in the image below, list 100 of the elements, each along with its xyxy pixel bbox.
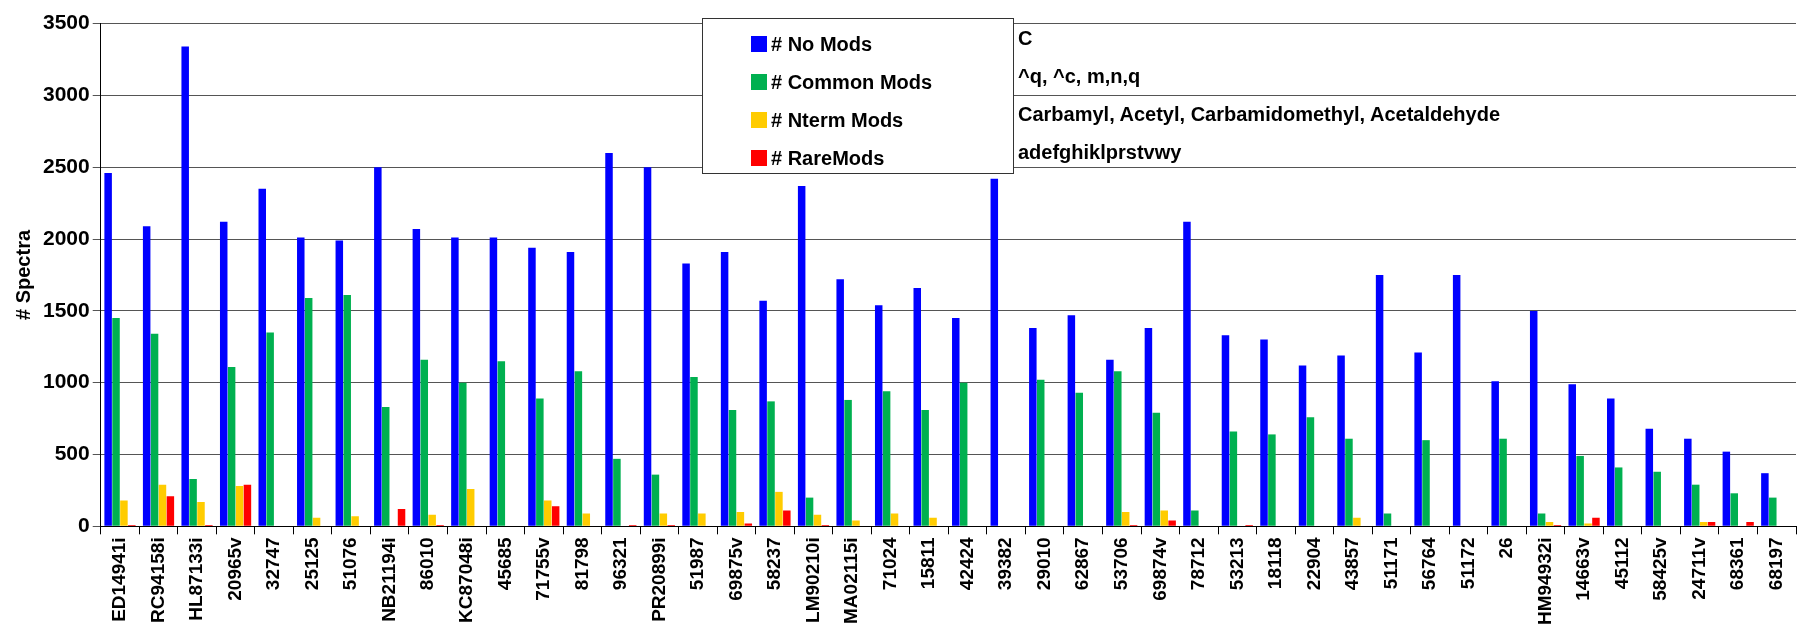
annotation: Carbamyl, Acetyl, Carbamidomethyl, Acetaldehyde xyxy=(1018,102,1501,127)
bar xyxy=(797,185,806,526)
annotation: C xyxy=(1018,26,1034,51)
bar xyxy=(1545,522,1554,526)
bar xyxy=(805,497,814,526)
x-tick-label: 62867 xyxy=(1071,537,1093,591)
bar xyxy=(852,520,860,526)
bar xyxy=(158,484,167,526)
bar xyxy=(1584,523,1592,526)
x-tick-label: RC94158i xyxy=(146,537,168,623)
bar xyxy=(312,517,321,526)
bar xyxy=(1607,398,1615,526)
x-tick-label: 26 xyxy=(1495,537,1517,559)
bar xyxy=(643,167,652,526)
bar xyxy=(744,523,753,526)
bar xyxy=(651,474,660,526)
y-tick-label: 1000 xyxy=(43,369,90,393)
x-tick-label: 53213 xyxy=(1225,537,1247,591)
bar xyxy=(1306,417,1315,526)
bar xyxy=(959,382,968,526)
bar xyxy=(952,318,960,526)
bar xyxy=(775,491,783,526)
bar xyxy=(874,305,883,526)
x-tick-label: 45685 xyxy=(493,536,515,591)
bar xyxy=(1568,384,1576,526)
x-tick-label: HM94932i xyxy=(1533,537,1555,626)
bar xyxy=(844,399,852,526)
bar xyxy=(690,376,698,526)
bar xyxy=(890,513,899,526)
x-tick-label: 51171 xyxy=(1379,536,1401,590)
bar xyxy=(1614,467,1623,526)
bar xyxy=(574,371,583,526)
bar xyxy=(304,297,313,526)
x-tick-label: ED14941i xyxy=(108,537,130,622)
y-tick-label: 500 xyxy=(54,441,90,465)
x-tick-label: 71024 xyxy=(878,536,900,591)
annotation: ^q, ^c, m,n,q xyxy=(1018,64,1142,89)
bar xyxy=(1152,412,1161,526)
bar xyxy=(1221,335,1230,526)
bar xyxy=(1452,274,1461,526)
bar xyxy=(1114,371,1122,526)
bar xyxy=(374,167,382,526)
bar xyxy=(1229,431,1238,526)
bar xyxy=(489,237,498,526)
bar xyxy=(1160,510,1168,526)
bar xyxy=(1414,352,1422,526)
bar xyxy=(466,488,475,526)
bar xyxy=(1106,359,1114,526)
bar xyxy=(420,359,429,526)
bar xyxy=(1029,328,1037,526)
bar xyxy=(142,226,151,526)
bar xyxy=(351,516,359,526)
x-tick-label: 68197 xyxy=(1764,537,1786,591)
bar xyxy=(1761,473,1769,526)
y-tick-label: 2000 xyxy=(43,225,90,249)
bar xyxy=(1260,339,1268,526)
x-tick-label: 69874v xyxy=(1148,536,1170,601)
bar xyxy=(990,178,999,526)
x-tick-label: KC87048i xyxy=(454,537,476,623)
bar xyxy=(120,500,128,526)
bar xyxy=(258,188,266,526)
bar xyxy=(1722,451,1731,526)
legend-label: # Common Mods xyxy=(771,70,933,94)
x-tick-label: 86010 xyxy=(416,537,438,591)
bar xyxy=(227,366,236,526)
bar xyxy=(1684,438,1692,526)
x-tick-label: 39382 xyxy=(994,537,1016,591)
x-tick-label: 15811 xyxy=(917,536,939,590)
bar xyxy=(613,458,621,526)
bar xyxy=(1653,471,1661,526)
bar xyxy=(412,229,421,526)
bar xyxy=(459,382,467,526)
bar xyxy=(913,287,921,526)
y-axis-title: # Spectra xyxy=(11,229,34,320)
y-tick-label: 0 xyxy=(78,513,90,537)
bar xyxy=(1268,434,1276,526)
x-tick-label: 51076 xyxy=(339,537,361,591)
bar xyxy=(150,333,159,526)
y-tick-label: 1500 xyxy=(43,297,90,321)
bar xyxy=(343,295,351,526)
bar xyxy=(1699,522,1708,526)
bar xyxy=(1691,484,1700,526)
bar xyxy=(759,300,767,526)
bar xyxy=(1592,517,1600,526)
bar xyxy=(451,237,459,526)
bar xyxy=(1730,493,1739,526)
y-tick-label: 3500 xyxy=(43,10,90,34)
x-tick-label: 71755v xyxy=(532,536,554,601)
bar xyxy=(243,484,252,526)
legend-label: # Nterm Mods xyxy=(771,108,904,132)
bar xyxy=(1353,517,1361,526)
bar xyxy=(1183,221,1191,526)
bar xyxy=(266,332,274,526)
legend-label: # No Mods xyxy=(771,32,873,56)
bar xyxy=(1499,438,1507,526)
bar xyxy=(728,409,737,526)
x-tick-label: HL87133i xyxy=(185,537,207,621)
bar xyxy=(1576,455,1584,526)
x-tick-label: 51987 xyxy=(686,537,708,591)
bar xyxy=(836,279,844,526)
